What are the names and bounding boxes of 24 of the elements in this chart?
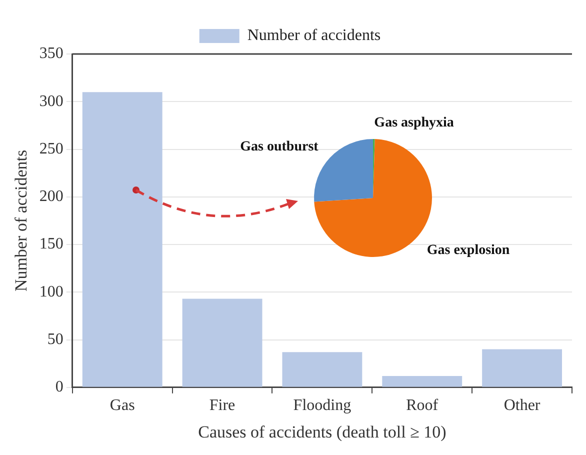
slice-label: Gas asphyxia — [374, 116, 454, 131]
y-tick-label: 350 — [39, 45, 64, 62]
y-tick-label: 100 — [39, 283, 64, 300]
slice-label: Gas explosion — [426, 242, 510, 258]
y-tick-label: 0 — [55, 378, 64, 396]
y-tick-label: 250 — [39, 140, 64, 158]
bar — [82, 92, 162, 387]
bar — [282, 352, 362, 387]
bar — [182, 298, 262, 387]
x-tick-label: Gas — [110, 397, 135, 414]
bar — [482, 349, 562, 387]
y-tick-label: 200 — [39, 188, 64, 206]
y-tick-label: 300 — [39, 92, 64, 110]
x-tick-label: Flooding — [293, 397, 352, 414]
x-axis-title: Causes of accidents (death toll ≥ 10) — [198, 422, 446, 442]
bar — [382, 376, 462, 387]
y-axis-title: Number of accidents — [12, 150, 31, 292]
legend-label: Number of accidents — [247, 27, 381, 44]
y-tick-label: 50 — [47, 330, 64, 348]
y-tick-label: 150 — [39, 236, 64, 253]
slice-label: Gas outburst — [240, 139, 319, 154]
x-tick-label: Roof — [406, 397, 439, 414]
x-tick-label: Other — [504, 397, 541, 414]
x-tick-label: Fire — [209, 397, 236, 414]
